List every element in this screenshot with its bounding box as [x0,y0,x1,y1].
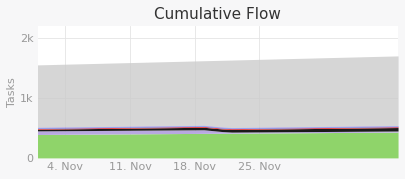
Title: Cumulative Flow: Cumulative Flow [154,7,281,22]
Y-axis label: Tasks: Tasks [7,77,17,107]
